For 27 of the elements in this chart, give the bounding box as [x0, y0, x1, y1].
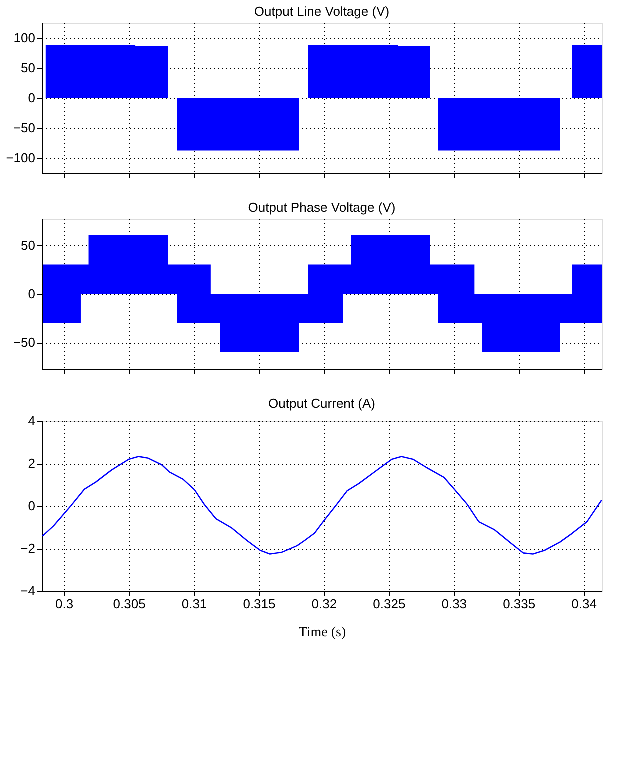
x-axis-title: Time (s): [298, 626, 346, 640]
x-tick-label: 0.335: [503, 596, 536, 612]
y-tick-label: 100: [14, 30, 36, 46]
y-tick-label: 0: [28, 90, 36, 106]
y-tick-label: 50: [21, 238, 36, 253]
y-tick-label: −2: [20, 541, 36, 556]
y-tick-label: 50: [21, 60, 36, 76]
x-tick-label: 0.33: [442, 596, 468, 612]
y-tick-label: −100: [6, 150, 36, 166]
x-tick-label: 0.305: [113, 596, 146, 612]
x-tick-label: 0.32: [312, 596, 338, 612]
chart-title: Output Line Voltage (V): [254, 4, 390, 19]
x-tick-label: 0.31: [182, 596, 208, 612]
chart-title: Output Phase Voltage (V): [248, 200, 396, 215]
y-tick-label: 4: [28, 414, 36, 428]
y-tick-label: −4: [20, 584, 36, 598]
y-tick-label: 0: [28, 286, 36, 302]
x-tick-label: 0.3: [56, 596, 74, 612]
y-tick-label: 2: [28, 456, 36, 471]
y-tick-label: 0: [28, 498, 36, 514]
x-tick-label: 0.315: [243, 596, 276, 612]
x-tick-label: 0.34: [572, 596, 597, 612]
y-tick-label: −50: [13, 120, 36, 136]
chart-title: Output Current (A): [268, 396, 376, 411]
x-tick-label: 0.325: [373, 596, 406, 612]
y-tick-label: −50: [13, 335, 36, 350]
line-series: [42, 456, 602, 555]
